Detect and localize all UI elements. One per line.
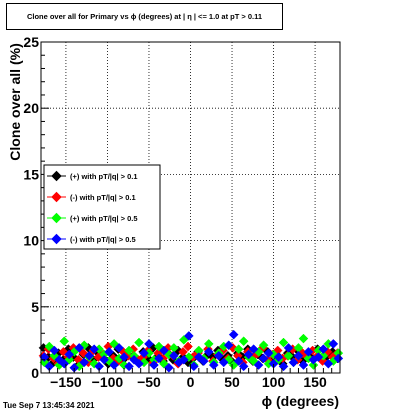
axes: 0 5 10 15 20 25 −150 −100 −50 0 50 100 150 <box>23 34 333 390</box>
data-markers <box>38 329 344 373</box>
x-tick-label: 0 <box>187 374 195 390</box>
data-point-series-4 <box>183 331 194 341</box>
data-point-series-4 <box>208 360 219 370</box>
data-point-series-4 <box>253 360 264 370</box>
data-point-series-4 <box>179 354 189 365</box>
legend-marker <box>51 191 62 203</box>
data-point-series-4 <box>84 350 95 361</box>
y-tick-label: 5 <box>31 299 39 315</box>
data-point-series-4 <box>159 345 169 356</box>
data-point-series-2 <box>183 341 193 352</box>
data-point-series-4 <box>114 342 124 353</box>
data-point-series-4 <box>213 350 224 361</box>
x-tick-label: 150 <box>303 374 327 390</box>
data-point-series-4 <box>218 357 229 368</box>
data-point-series-4 <box>313 352 324 362</box>
legend-marker <box>51 233 62 245</box>
data-point-series-4 <box>119 352 129 362</box>
legend: (+) with pT/|q| > 0.1 (-) with pT/|q| > 0… <box>43 164 161 250</box>
data-point-series-4 <box>238 361 249 372</box>
data-point-series-3 <box>124 345 134 356</box>
x-tick-label: −100 <box>92 374 124 390</box>
data-point-series-4 <box>124 361 134 372</box>
data-point-series-3 <box>134 337 144 348</box>
data-point-series-4 <box>198 356 209 366</box>
data-point-series-4 <box>64 349 75 360</box>
data-point-series-4 <box>263 348 274 358</box>
x-axis-label: ϕ (degrees) <box>262 393 339 409</box>
chart-title: Clone over all for Primary vs ϕ (degrees… <box>26 12 263 21</box>
data-point-series-4 <box>293 350 304 361</box>
data-point-series-4 <box>109 360 119 370</box>
data-point-series-4 <box>223 340 234 351</box>
data-point-series-4 <box>323 358 334 369</box>
x-tick-label: −50 <box>137 374 161 390</box>
data-point-series-4 <box>99 354 109 365</box>
data-point-series-4 <box>328 339 339 349</box>
legend-marker <box>51 170 62 182</box>
x-tick-label: 100 <box>262 374 286 390</box>
data-point-series-3 <box>238 336 249 347</box>
y-tick-label: 0 <box>31 365 39 381</box>
data-point-series-4 <box>154 353 164 364</box>
legend-frame <box>43 164 161 250</box>
data-point-series-4 <box>89 344 100 355</box>
legend-marker <box>51 212 62 224</box>
y-tick-label: 20 <box>23 100 39 116</box>
data-point-series-4 <box>169 350 179 361</box>
data-point-series-4 <box>318 344 329 355</box>
data-point-series-3 <box>278 337 289 348</box>
data-point-series-3 <box>308 360 319 370</box>
data-point-series-4 <box>104 346 114 357</box>
data-point-series-4 <box>273 352 284 362</box>
data-point-series-4 <box>164 362 174 373</box>
data-point-series-4 <box>298 360 309 370</box>
data-point-series-4 <box>49 345 60 356</box>
data-point-series-4 <box>134 358 144 369</box>
data-point-series-4 <box>283 342 294 353</box>
data-point-series-2 <box>58 346 69 357</box>
data-point-series-4 <box>74 342 85 353</box>
legend-label: (+) with pT/|q| > 0.1 <box>70 172 138 181</box>
data-point-series-4 <box>139 348 149 358</box>
data-point-series-3 <box>233 344 244 355</box>
data-point-series-4 <box>278 361 289 372</box>
x-tick-label: 50 <box>224 374 240 390</box>
data-point-series-4 <box>288 357 299 368</box>
data-point-series-4 <box>59 358 70 369</box>
data-point-series-3 <box>258 340 269 351</box>
data-point-series-4 <box>228 329 239 340</box>
data-point-series-3 <box>283 350 294 361</box>
title-box: Clone over all for Primary vs ϕ (degrees… <box>6 3 283 30</box>
legend-label: (-) with pT/|q| > 0.1 <box>70 193 136 202</box>
y-tick-label: 25 <box>23 34 39 50</box>
data-point-series-4 <box>243 349 254 360</box>
data-point-series-4 <box>149 360 159 370</box>
data-point-series-3 <box>59 336 70 347</box>
data-point-series-4 <box>233 356 244 366</box>
data-point-series-4 <box>79 357 90 368</box>
legend-label: (+) with pT/|q| > 0.5 <box>70 214 138 223</box>
data-point-series-3 <box>298 333 309 344</box>
data-point-series-4 <box>303 346 314 357</box>
data-point-series-4 <box>258 353 269 364</box>
x-tick-label: −150 <box>50 374 82 390</box>
data-point-series-4 <box>248 344 259 355</box>
y-tick-label: 10 <box>23 233 39 249</box>
y-tick-label: 15 <box>23 166 39 182</box>
y-axis-label: Clone over all (%) <box>7 43 23 160</box>
timestamp: Tue Sep 7 13:45:34 2021 <box>3 401 95 410</box>
data-point-series-4 <box>144 339 154 349</box>
legend-label: (-) with pT/|q| > 0.5 <box>70 235 136 244</box>
data-point-series-4 <box>333 353 344 364</box>
data-point-series-4 <box>203 346 214 357</box>
